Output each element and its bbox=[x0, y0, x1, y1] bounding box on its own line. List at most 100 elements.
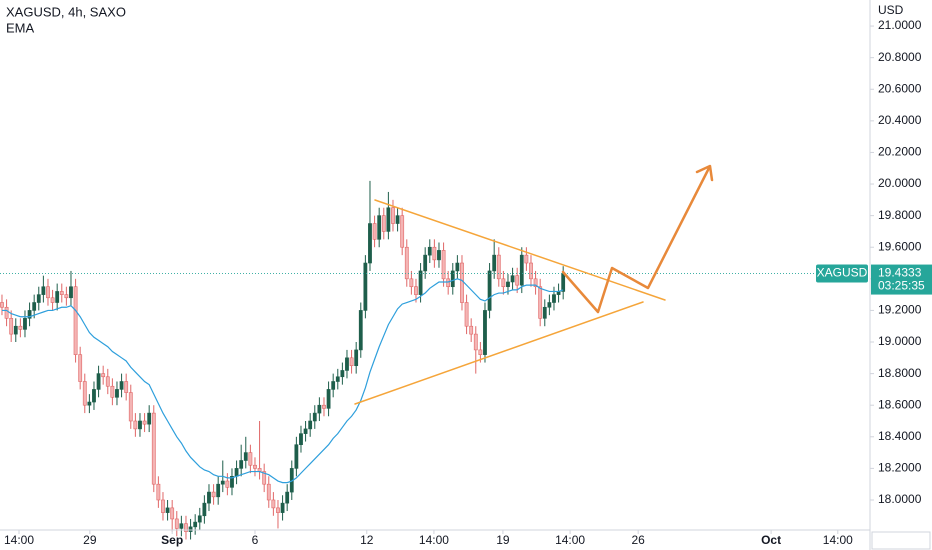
candle-body bbox=[381, 215, 386, 232]
candle-body bbox=[391, 207, 395, 224]
candle-body bbox=[510, 275, 515, 283]
candle-body bbox=[147, 412, 152, 425]
x-tick-label: 19 bbox=[496, 533, 510, 547]
candle-body bbox=[202, 502, 207, 517]
y-tick-label: 20.6000 bbox=[878, 81, 922, 95]
candle-body bbox=[519, 254, 524, 286]
ema-line bbox=[1, 278, 564, 484]
y-tick-label: 20.2000 bbox=[878, 145, 922, 159]
candle-body bbox=[377, 215, 382, 240]
candle-body bbox=[400, 215, 405, 248]
countdown-label: 03:25:35 bbox=[878, 279, 925, 293]
price-badge-label: 19.4333 bbox=[878, 266, 922, 280]
candle-body bbox=[92, 389, 96, 403]
candle-body bbox=[280, 502, 285, 513]
candle-body bbox=[308, 420, 313, 430]
candle-body bbox=[363, 262, 368, 311]
candle-body bbox=[427, 246, 432, 256]
x-tick-label: Sep bbox=[161, 533, 183, 547]
candle-body bbox=[36, 294, 41, 303]
candle-body bbox=[59, 291, 64, 295]
candle-body bbox=[423, 254, 428, 272]
candle-body bbox=[469, 325, 474, 335]
y-tick-label: 19.0000 bbox=[878, 334, 922, 348]
symbol-badge-label: XAGUSD bbox=[817, 266, 868, 280]
drawings bbox=[354, 164, 714, 405]
candle-body bbox=[262, 471, 267, 485]
candle-body bbox=[156, 483, 161, 501]
candle-body bbox=[326, 389, 331, 409]
candle-body bbox=[432, 246, 437, 261]
candle-body bbox=[184, 523, 188, 532]
y-tick-label: 18.4000 bbox=[878, 429, 922, 443]
candle-body bbox=[524, 254, 529, 264]
candle-body bbox=[211, 491, 216, 498]
candle-body bbox=[4, 306, 9, 319]
trend-line-lower bbox=[354, 301, 644, 405]
candle-body bbox=[335, 376, 340, 382]
candle-body bbox=[496, 254, 501, 280]
candle-body bbox=[110, 385, 115, 398]
candle-body bbox=[9, 318, 14, 335]
candle-body bbox=[276, 507, 280, 513]
candle-body bbox=[119, 381, 124, 390]
candle-body bbox=[395, 215, 400, 224]
candle-body bbox=[345, 357, 349, 371]
candle-body bbox=[515, 275, 520, 286]
candle-body bbox=[128, 392, 133, 422]
candle-body bbox=[216, 483, 221, 498]
y-tick-label: 18.2000 bbox=[878, 461, 922, 475]
candle-body bbox=[460, 262, 464, 303]
candle-body bbox=[331, 381, 336, 390]
candle-body bbox=[46, 286, 50, 299]
candle-body bbox=[230, 475, 234, 488]
candle-body bbox=[349, 357, 354, 367]
candle-body bbox=[529, 262, 533, 280]
y-tick-label: 18.8000 bbox=[878, 366, 922, 380]
y-tick-label: 19.2000 bbox=[878, 303, 922, 317]
candle-body bbox=[105, 376, 110, 387]
candle-body bbox=[225, 480, 230, 488]
candle-body bbox=[73, 286, 78, 355]
candle-body bbox=[174, 518, 179, 529]
candle-body bbox=[303, 428, 308, 434]
candle-body bbox=[492, 254, 497, 272]
candle-body bbox=[32, 302, 37, 311]
y-tick-label: 19.8000 bbox=[878, 208, 922, 222]
candle-body bbox=[55, 291, 60, 303]
candle-body bbox=[82, 381, 87, 406]
candle-body bbox=[294, 444, 299, 469]
currency-label: USD bbox=[878, 3, 904, 17]
candle-body bbox=[455, 262, 460, 272]
candle-body bbox=[464, 302, 469, 327]
candle-body bbox=[170, 507, 175, 520]
candle-body bbox=[501, 278, 506, 288]
y-tick-label: 19.6000 bbox=[878, 239, 922, 253]
candle-body bbox=[142, 420, 147, 425]
candle-body bbox=[322, 404, 326, 409]
corner-box[interactable] bbox=[871, 531, 931, 550]
candle-body bbox=[165, 507, 170, 513]
candle-body bbox=[101, 373, 106, 378]
x-tick-label: 26 bbox=[631, 533, 645, 547]
x-tick-label: Oct bbox=[761, 533, 781, 547]
candle-body bbox=[69, 286, 73, 299]
candle-body bbox=[547, 302, 552, 308]
candle-body bbox=[446, 278, 451, 288]
candle-body bbox=[317, 404, 322, 414]
candle-body bbox=[207, 491, 211, 504]
y-tick-label: 18.6000 bbox=[878, 397, 922, 411]
candle-body bbox=[87, 401, 92, 406]
projection-arrow bbox=[561, 166, 711, 314]
indicator-name: EMA bbox=[6, 20, 35, 35]
candle-body bbox=[18, 325, 23, 330]
y-tick-label: 18.0000 bbox=[878, 492, 922, 506]
candle-body bbox=[50, 297, 55, 303]
candle-body bbox=[312, 412, 317, 422]
candle-body bbox=[483, 310, 487, 355]
candle-body bbox=[358, 310, 363, 351]
x-tick-label: 14:00 bbox=[823, 533, 853, 547]
x-tick-label: 14:00 bbox=[4, 533, 34, 547]
y-tick-label: 20.4000 bbox=[878, 113, 922, 127]
candle-body bbox=[552, 294, 556, 303]
